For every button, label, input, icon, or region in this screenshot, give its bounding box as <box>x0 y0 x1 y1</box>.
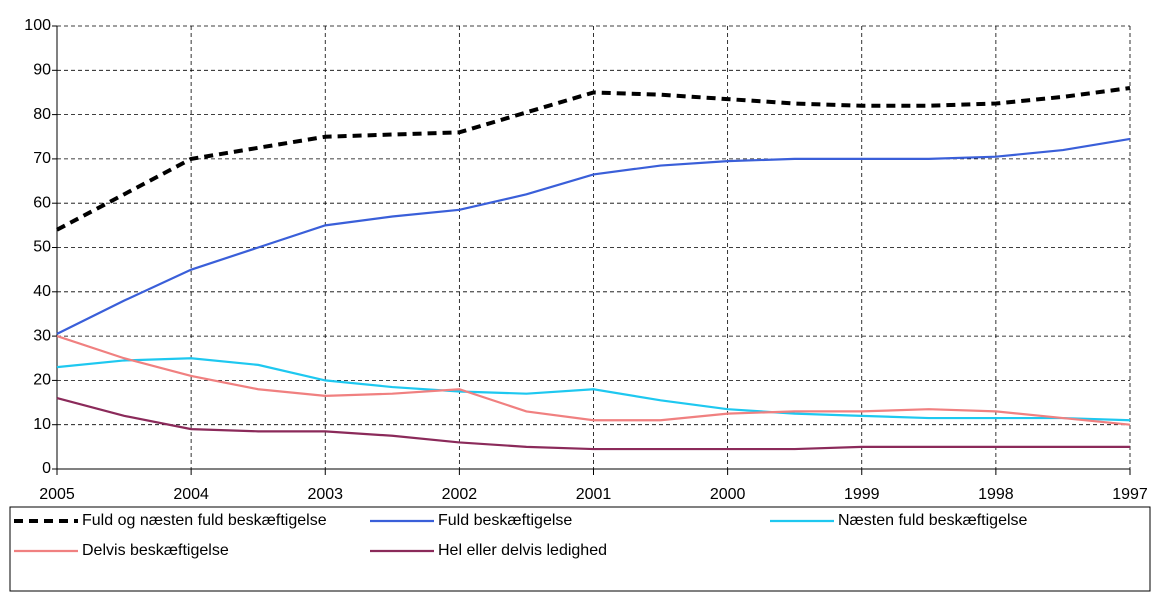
x-tick-label: 1997 <box>1112 486 1148 503</box>
y-tick-label: 100 <box>24 17 51 34</box>
series-line <box>56 397 1130 451</box>
legend-label: Fuld beskæftigelse <box>438 512 572 529</box>
y-tick-label: 0 <box>42 460 51 477</box>
series-line <box>56 86 1131 232</box>
x-tick-label: 2005 <box>39 486 75 503</box>
y-tick-label: 40 <box>33 283 51 300</box>
legend-label: Hel eller delvis ledighed <box>438 542 607 559</box>
x-tick-label: 2001 <box>576 486 612 503</box>
legend-label: Fuld og næsten fuld beskæftigelse <box>82 512 327 529</box>
legend-label: Delvis beskæftigelse <box>82 542 229 559</box>
x-tick-label: 2002 <box>442 486 478 503</box>
x-tick-label: 2000 <box>710 486 746 503</box>
y-tick-label: 10 <box>33 416 51 433</box>
x-tick-label: 2003 <box>307 486 343 503</box>
x-tick-label: 1998 <box>978 486 1014 503</box>
y-tick-label: 60 <box>33 194 51 211</box>
series-line <box>56 335 1131 426</box>
x-tick-label: 2004 <box>173 486 209 503</box>
series-line <box>56 137 1131 335</box>
series-line <box>56 357 1131 422</box>
y-tick-label: 80 <box>33 106 51 123</box>
y-tick-label: 30 <box>33 327 51 344</box>
y-tick-label: 20 <box>33 372 51 389</box>
legend-label: Næsten fuld beskæftigelse <box>838 512 1028 529</box>
legend-box <box>9 506 1151 592</box>
y-tick-label: 90 <box>33 62 51 79</box>
x-tick-label: 1999 <box>844 486 880 503</box>
y-tick-label: 50 <box>33 239 51 256</box>
y-tick-label: 70 <box>33 150 51 167</box>
